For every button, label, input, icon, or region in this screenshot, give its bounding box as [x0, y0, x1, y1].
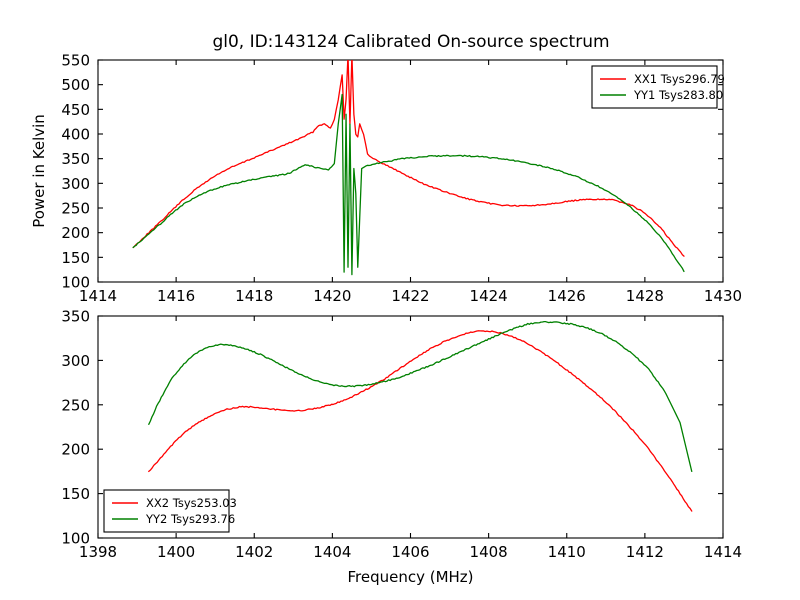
top-panel: 1414 1416 1418 1420 1422 1424 1426 1428 1430 100 1… [30, 52, 742, 306]
legend-label-top-1: YY1 Tsys283.80 [633, 88, 723, 102]
x-tick-label-top: 1418 [235, 287, 273, 305]
x-tick-label-bottom: 1398 [79, 543, 117, 561]
y-tick-label-top: 100 [61, 274, 90, 292]
x-tick-label-bottom: 1406 [391, 543, 429, 561]
y-tick-label-bottom: 200 [61, 441, 90, 459]
x-tick-label-bottom: 1410 [548, 543, 586, 561]
x-tick-label-top: 1414 [79, 287, 117, 305]
x-tick-label-top: 1430 [704, 287, 742, 305]
page-title: gl0, ID:143124 Calibrated On-source spec… [212, 32, 609, 52]
legend-label-bottom-1: YY2 Tsys293.76 [145, 512, 235, 526]
x-tick-label-bottom: 1402 [235, 543, 273, 561]
x-tick-label-top: 1424 [470, 287, 508, 305]
y-tick-label-bottom: 150 [61, 485, 90, 503]
x-axis-label: Frequency (MHz) [347, 568, 473, 586]
x-tick-label-top: 1416 [157, 287, 195, 305]
y-tick-label-top: 400 [61, 126, 90, 144]
legend-bottom: XX2 Tsys253.03 YY2 Tsys293.76 [103, 489, 237, 533]
x-tick-label-bottom: 1414 [704, 543, 742, 561]
x-tick-label-top: 1426 [548, 287, 586, 305]
y-tick-label-top: 350 [61, 150, 90, 168]
x-tick-label-bottom: 1404 [313, 543, 351, 561]
x-tick-label-top: 1428 [626, 287, 664, 305]
x-tick-label-bottom: 1408 [470, 543, 508, 561]
legend-top: XX1 Tsys296.79 YY1 Tsys283.80 [591, 65, 725, 109]
y-tick-label-top: 500 [61, 76, 90, 94]
y-tick-label-top: 550 [61, 52, 90, 70]
y-tick-label-top: 450 [61, 101, 90, 119]
series-line-top-1 [132, 93, 685, 276]
legend-label-bottom-0: XX2 Tsys253.03 [146, 496, 237, 510]
legend-box-top [591, 65, 718, 109]
y-tick-label-bottom: 350 [61, 308, 90, 326]
y-tick-label-bottom: 250 [61, 396, 90, 414]
y-tick-label-top: 300 [61, 175, 90, 193]
x-tick-label-top: 1420 [313, 287, 351, 305]
y-tick-label-top: 200 [61, 224, 90, 242]
legend-box-bottom [103, 489, 230, 533]
series-line-bottom-0 [148, 330, 693, 512]
bottom-panel: 1398 1400 1402 1404 1406 1408 1410 1412 1414 100 1… [61, 308, 742, 587]
x-tick-label-top: 1422 [391, 287, 429, 305]
y-tick-label-bottom: 100 [61, 530, 90, 548]
x-tick-label-bottom: 1412 [626, 543, 664, 561]
y-axis-label: Power in Kelvin [30, 114, 48, 228]
x-tick-label-bottom: 1400 [157, 543, 195, 561]
y-tick-label-top: 150 [61, 249, 90, 267]
legend-label-top-0: XX1 Tsys296.79 [634, 72, 725, 86]
y-tick-label-top: 250 [61, 200, 90, 218]
series-line-bottom-1 [148, 320, 693, 473]
y-tick-label-bottom: 300 [61, 352, 90, 370]
series-line-top-0 [132, 60, 685, 257]
